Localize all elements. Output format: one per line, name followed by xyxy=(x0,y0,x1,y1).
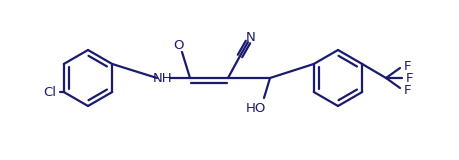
Text: F: F xyxy=(403,60,411,72)
Text: N: N xyxy=(246,31,255,44)
Text: HO: HO xyxy=(245,103,266,116)
Text: F: F xyxy=(405,72,413,84)
Text: O: O xyxy=(174,39,184,52)
Text: Cl: Cl xyxy=(43,85,56,99)
Text: NH: NH xyxy=(153,72,173,84)
Text: F: F xyxy=(403,84,411,96)
